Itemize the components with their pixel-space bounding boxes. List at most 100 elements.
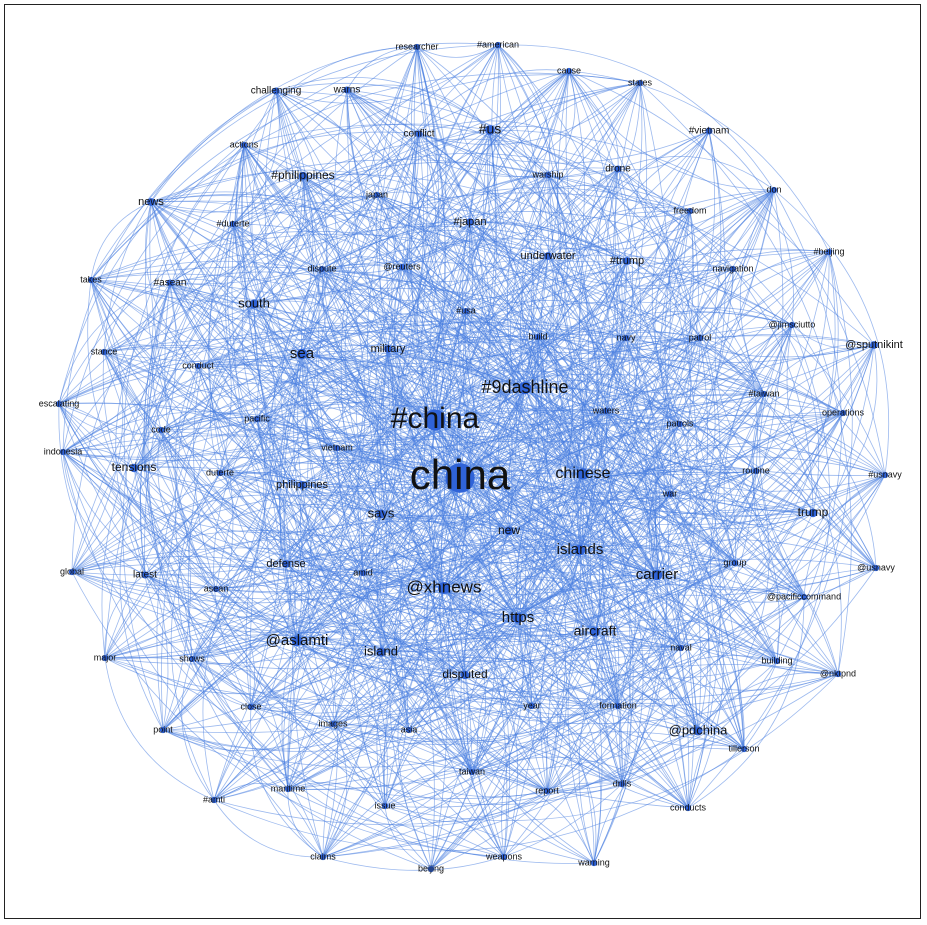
- node-war: [666, 490, 674, 498]
- label-pdchina: @pdchina: [669, 722, 729, 737]
- edge-warning-hchina: [434, 419, 603, 864]
- label-vietnam: vietnam: [321, 442, 353, 452]
- label-new: new: [498, 523, 520, 537]
- edge-h9dashline-pacificcommand: [524, 387, 805, 598]
- edge-chinese-hvietnam: [582, 130, 716, 475]
- edge-group-navy: [625, 337, 736, 564]
- edge-conflict-sea: [301, 133, 420, 355]
- edge-drills-warns: [346, 89, 631, 785]
- edge-h9dashline-htaiwan: [524, 357, 765, 395]
- edge-warns-researcher: [346, 46, 418, 91]
- edge-pdchina-shows: [191, 658, 699, 771]
- node-aircraft: [590, 627, 600, 637]
- edge-building-build: [537, 336, 778, 662]
- edge-carrier-waters: [601, 410, 658, 576]
- edge-shows-escalating: [58, 403, 193, 660]
- edge-operations-warship: [547, 174, 844, 414]
- edge-xhnews-htrump: [443, 260, 628, 589]
- edge-pdchina-patrols: [645, 423, 699, 732]
- edge-building-states: [612, 82, 778, 662]
- edge-conducts-xhnews: [443, 587, 689, 809]
- edge-sea-news: [150, 201, 303, 355]
- edge-islands-carrier: [579, 549, 658, 578]
- edge-images-actions: [243, 144, 376, 725]
- edge-https-warning: [517, 617, 602, 864]
- edge-hchina-https: [432, 419, 519, 619]
- edge-beijing-operations: [430, 412, 844, 870]
- edge-hbeijing-patrol: [699, 251, 830, 339]
- node-husnavy: [881, 471, 889, 479]
- node-naval: [677, 644, 685, 652]
- label-asean: asean: [204, 583, 229, 593]
- label-underwater: underwater: [520, 250, 575, 262]
- edge-china-operations: [459, 412, 844, 505]
- edge-hduterte-challenging: [232, 90, 280, 225]
- edge-states-beijing: [430, 82, 671, 870]
- label-hchina: #china: [391, 402, 480, 435]
- edge-japan-patrols: [376, 194, 681, 425]
- edge-h9dashline-takes: [90, 260, 526, 389]
- edge-xhnews-year: [443, 587, 533, 707]
- edge-h9dashline-code: [160, 355, 526, 431]
- edge-chinese-hamti: [213, 473, 584, 801]
- edge-usnavy-researcher: [416, 46, 877, 569]
- edge-xhnews-south: [253, 303, 445, 589]
- edge-xhnews-code: [160, 429, 445, 589]
- edge-report-sea: [301, 353, 548, 792]
- edge-navy-islands: [579, 337, 638, 551]
- label-beijing: beijing: [418, 863, 444, 873]
- edge-drills-china: [459, 477, 623, 785]
- edge-husa-news: [150, 195, 467, 312]
- edge-warning-htrump: [525, 260, 628, 864]
- edge-hchina-pacific: [256, 394, 436, 421]
- edge-china-htaiwan: [459, 393, 765, 490]
- edge-maritime-latest: [144, 574, 289, 790]
- edge-group-formation: [617, 562, 736, 707]
- label-htaiwan: #taiwan: [748, 388, 779, 398]
- edge-conduct-routine: [197, 331, 757, 472]
- edge-chinese-cause: [568, 70, 633, 475]
- edge-aircraft-husnavy: [594, 474, 886, 633]
- label-chinese: chinese: [555, 465, 610, 482]
- edge-conducts-pacificcommand: [687, 596, 805, 809]
- edge-chinese-pacificcommand: [582, 473, 805, 598]
- edge-chinese-philippines: [301, 473, 584, 520]
- edge-issue-islands: [384, 549, 581, 807]
- node-stance: [100, 348, 108, 356]
- edge-islands-aircraft: [579, 549, 601, 633]
- edge-hbeijing-tillerson: [710, 251, 830, 750]
- edge-freedom-shows: [191, 210, 691, 660]
- edge-global-says: [71, 494, 382, 573]
- label-aircraft: aircraft: [574, 623, 617, 639]
- edge-code-indonesia: [62, 429, 162, 458]
- label-shows: shows: [179, 653, 205, 663]
- edge-carrier-group: [656, 562, 736, 582]
- edge-hchina-hbeijing: [434, 248, 830, 421]
- edge-carrier-sea: [301, 353, 658, 576]
- node-usnavy: [872, 564, 880, 572]
- edge-tillerson-h9dashline: [524, 387, 745, 750]
- edge-https-issue: [384, 617, 519, 807]
- edge-duterte-aircraft: [219, 472, 596, 636]
- edge-naval-patrols: [648, 423, 682, 649]
- edge-issue-hjapan: [339, 221, 471, 807]
- edge-xhnews-usnavy: [443, 516, 877, 589]
- edge-warns-warship: [346, 89, 549, 178]
- edge-shows-maritime: [191, 658, 289, 790]
- edge-asia-hamti: [213, 726, 410, 801]
- edge-https-jimsciutto: [517, 324, 793, 619]
- edge-weapons-chinese: [503, 473, 605, 858]
- edge-drone-naval: [617, 168, 721, 649]
- edge-build-maritime: [287, 336, 539, 790]
- edge-maritime-husnavy: [287, 474, 886, 790]
- edge-hduterte-states: [232, 74, 641, 225]
- edge-sputnikint-formation: [617, 344, 875, 707]
- edge-h9dashline-taiwan: [471, 387, 556, 773]
- node-hamti: [210, 796, 218, 804]
- node-military: [384, 345, 392, 353]
- label-husnavy: #usnavy: [868, 469, 902, 479]
- label-challenging: challenging: [251, 86, 302, 97]
- edge-indonesia-beijing: [62, 451, 432, 870]
- edge-nktpnd-htaiwan: [752, 393, 839, 675]
- edge-h9dashline-states: [520, 82, 641, 389]
